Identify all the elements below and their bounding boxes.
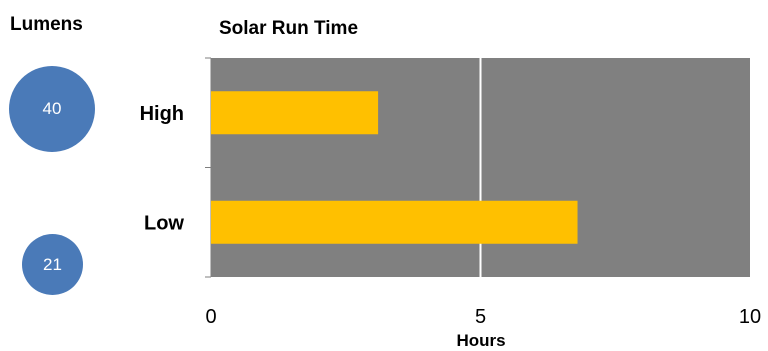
lumens-bubble-low: 21 bbox=[22, 234, 83, 295]
lumens-title: Lumens bbox=[10, 14, 83, 35]
x-tick-label: 5 bbox=[475, 306, 486, 328]
category-label: Low bbox=[144, 212, 184, 234]
x-tick-label: 10 bbox=[739, 306, 761, 328]
x-tick-label: 0 bbox=[205, 306, 216, 328]
chart-title: Solar Run Time bbox=[219, 18, 359, 39]
bar-low bbox=[211, 200, 578, 244]
x-axis-title: Hours bbox=[456, 331, 505, 350]
category-label: High bbox=[140, 103, 184, 125]
lumens-bubble-high: 40 bbox=[9, 66, 95, 152]
lumens-value-high: 40 bbox=[42, 99, 62, 118]
lumens-value-low: 21 bbox=[43, 254, 62, 274]
bar-high bbox=[211, 91, 379, 135]
